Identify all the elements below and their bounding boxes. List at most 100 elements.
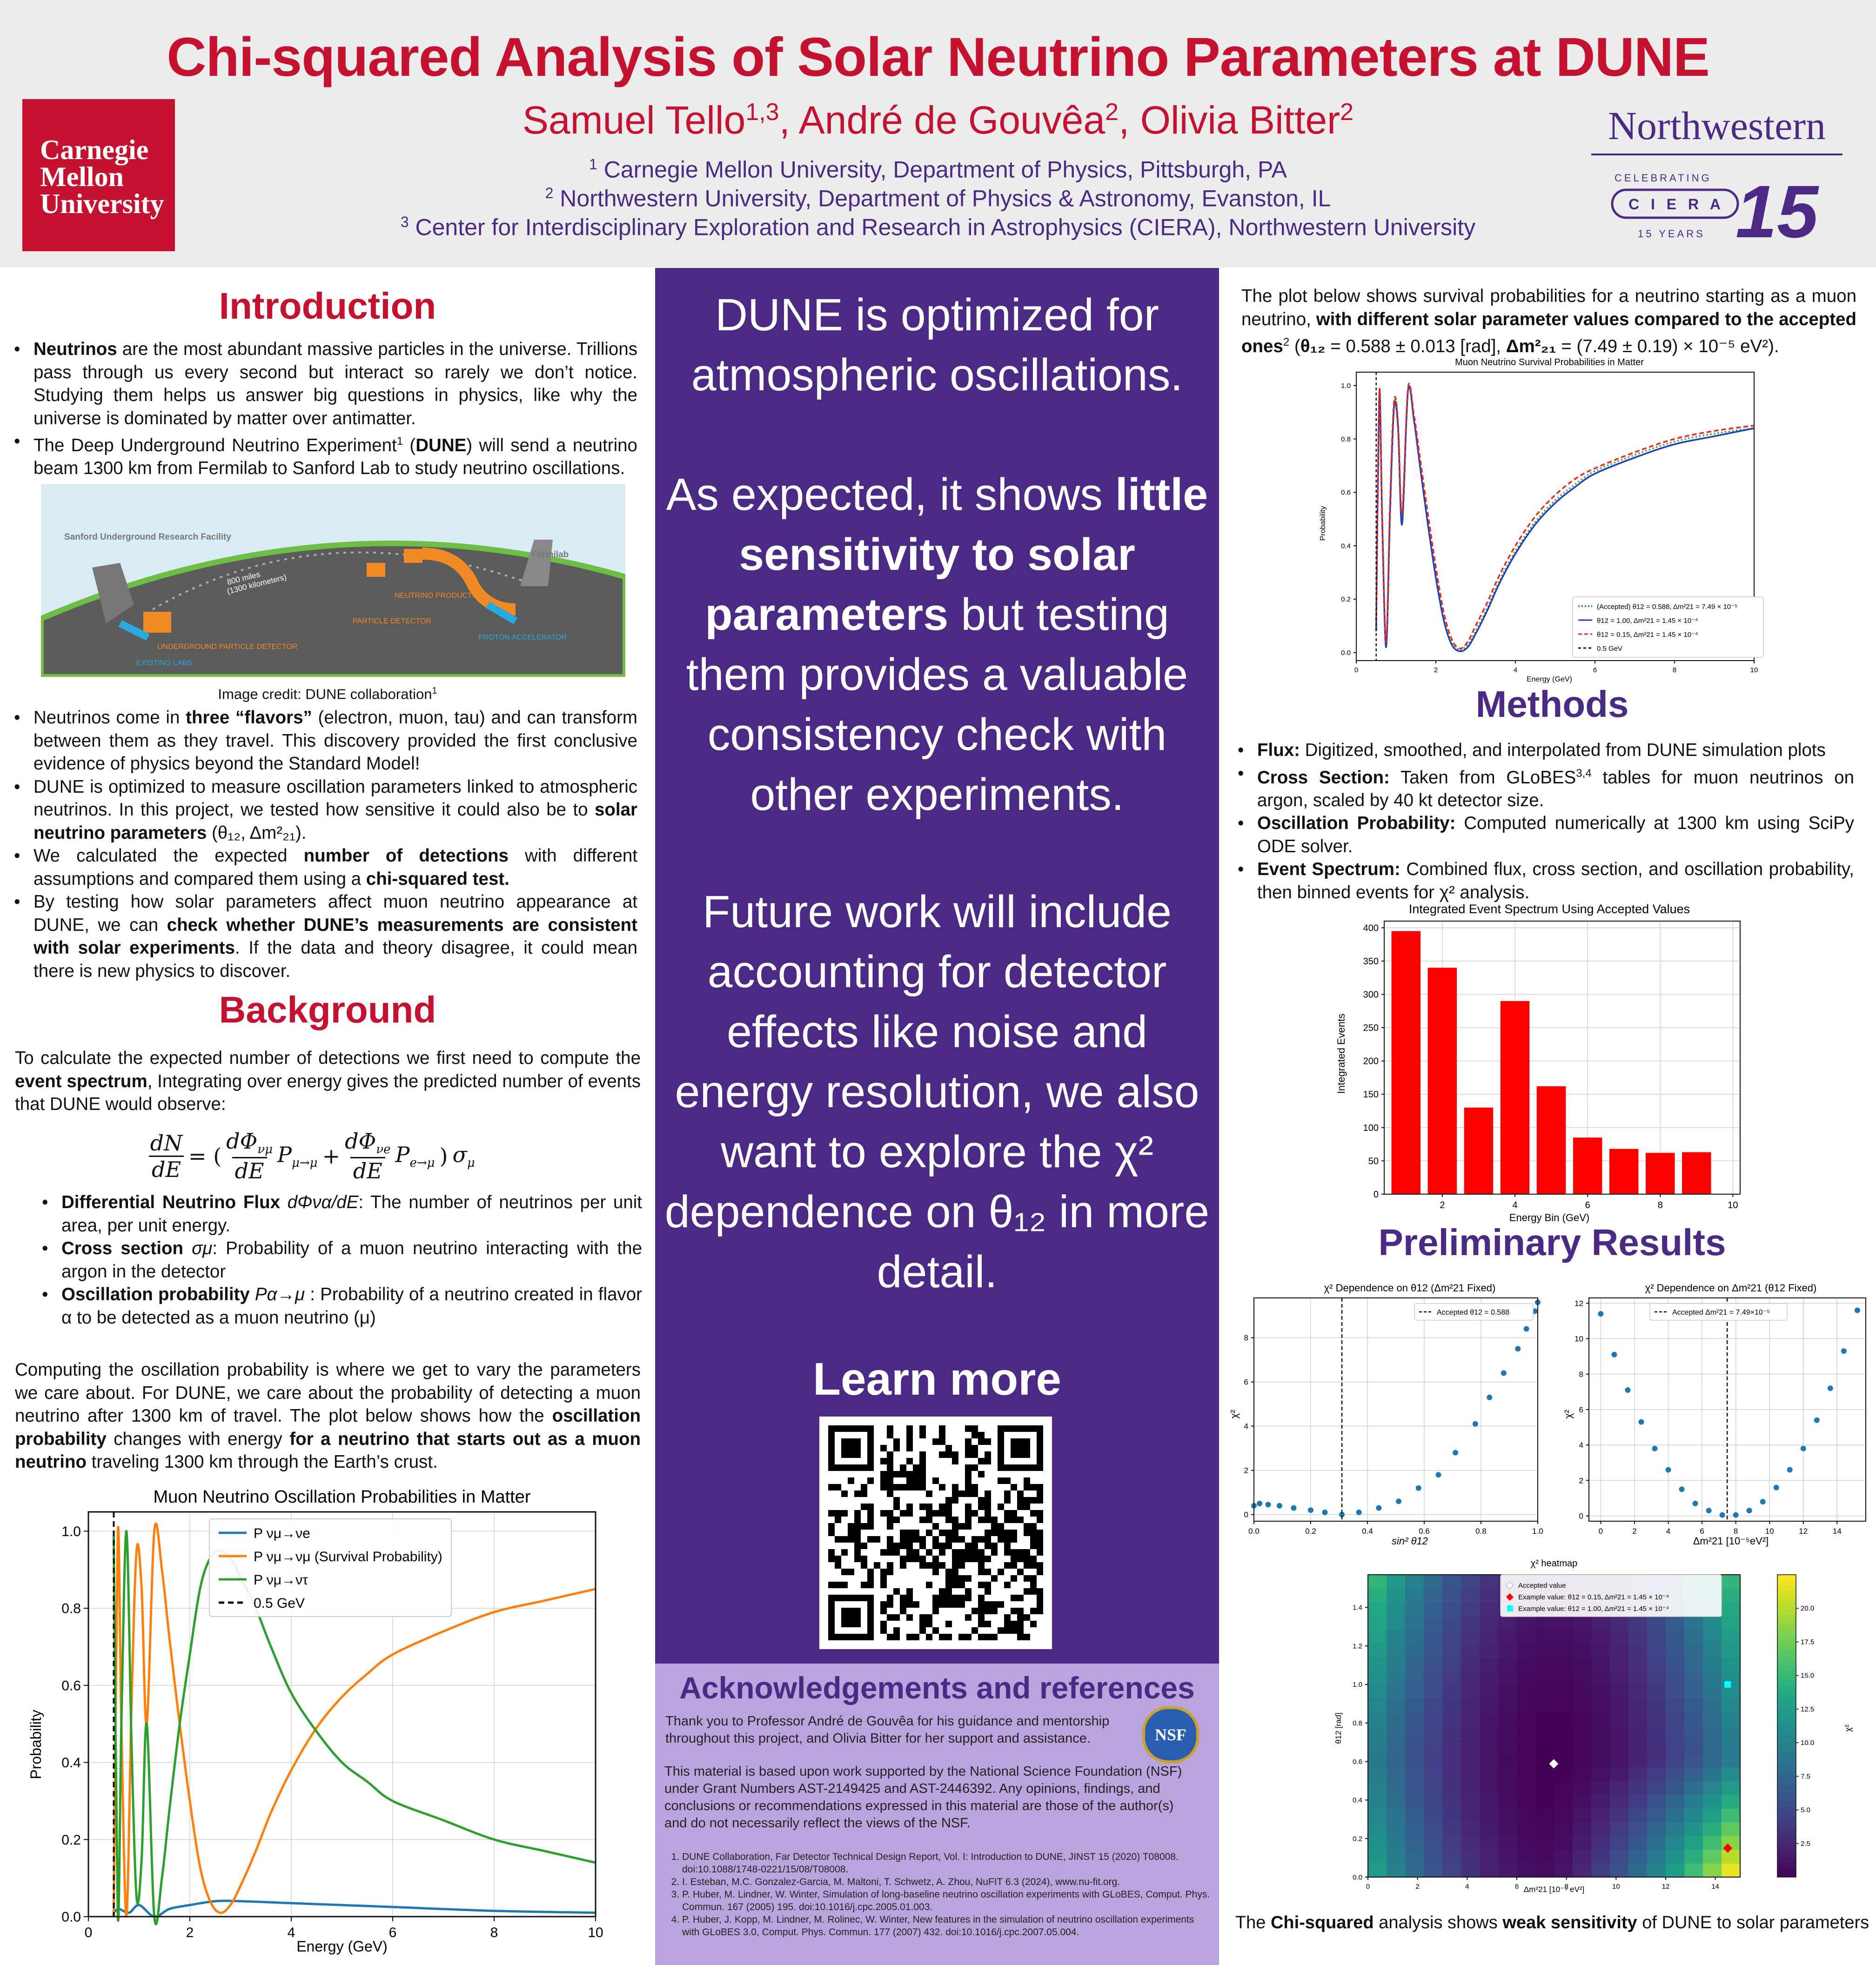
heatmap-cell <box>1666 1753 1685 1768</box>
svg-text:UNDERGROUND PARTICLE DETECTOR: UNDERGROUND PARTICLE DETECTOR <box>157 643 297 651</box>
heatmap-cell <box>1628 1753 1648 1768</box>
heatmap-cell <box>1703 1657 1722 1671</box>
heatmap-cell <box>1405 1781 1424 1795</box>
heatmap-cell <box>1368 1712 1387 1726</box>
bar <box>1464 1107 1494 1194</box>
bar <box>1500 1001 1530 1194</box>
x-tick-label: 4 <box>1512 1200 1517 1210</box>
heatmap-cell <box>1405 1822 1424 1836</box>
heatmap-cell <box>1461 1726 1480 1740</box>
heatmap-cell <box>1498 1671 1517 1685</box>
nsf-logo: NSF <box>1142 1706 1199 1763</box>
heatmap-cell <box>1517 1808 1536 1823</box>
heatmap-cell <box>1368 1781 1387 1795</box>
colorbar-segment <box>1777 1837 1796 1842</box>
heatmap-cell <box>1554 1808 1573 1823</box>
colorbar-segment <box>1777 1675 1796 1681</box>
heatmap-cell <box>1424 1671 1443 1685</box>
data-point <box>1625 1387 1631 1393</box>
methods-list: Flux: Digitized, smoothed, and interpola… <box>1238 739 1854 904</box>
heatmap-cell <box>1387 1794 1406 1809</box>
heatmap-cell <box>1442 1822 1461 1836</box>
heatmap-cell <box>1387 1808 1406 1823</box>
colorbar-segment <box>1777 1625 1796 1631</box>
x-tick-label: 0.6 <box>1419 1527 1430 1536</box>
heatmap-cell <box>1684 1712 1703 1726</box>
x-tick-label: 2 <box>1434 666 1438 674</box>
svg-text:Sanford Underground Research F: Sanford Underground Research Facility <box>64 532 231 542</box>
legend-label: (Accepted) θ12 = 0.588, Δm²21 = 7.49 × 1… <box>1597 603 1737 611</box>
author-list: Samuel Tello1,3, André de Gouvêa2, Olivi… <box>522 98 1354 142</box>
heatmap-cell <box>1405 1630 1424 1644</box>
data-point <box>1841 1348 1847 1354</box>
heatmap-cell <box>1461 1684 1480 1699</box>
heatmap-cell <box>1591 1863 1610 1878</box>
x-tick-label: 4 <box>1465 1883 1469 1891</box>
heatmap-cell <box>1684 1794 1703 1809</box>
y-tick-label: 0.2 <box>1341 595 1351 603</box>
heatmap-cell <box>1461 1836 1480 1850</box>
bar <box>1391 931 1421 1194</box>
y-tick-label: 250 <box>1363 1023 1379 1033</box>
x-tick-label: 4 <box>1666 1527 1670 1536</box>
colorbar-segment <box>1777 1872 1796 1878</box>
colorbar-segment <box>1777 1605 1796 1611</box>
results-conclusion: The Chi-squared analysis shows weak sens… <box>1235 1913 1869 1932</box>
x-axis-label: sin² θ12 <box>1392 1535 1428 1547</box>
heatmap-cell <box>1387 1739 1406 1754</box>
x-axis-label: Energy (GeV) <box>1527 675 1572 683</box>
data-point <box>1532 1308 1538 1314</box>
heatmap-cell <box>1684 1739 1703 1754</box>
heatmap-cell <box>1610 1849 1629 1864</box>
series-line-1 <box>113 1522 596 1918</box>
heatmap-cell <box>1703 1739 1722 1754</box>
dune-experiment-diagram: Sanford Underground Research Facility Fe… <box>41 484 625 677</box>
y-axis-label: Integrated Events <box>1335 1014 1347 1094</box>
heatmap-cell <box>1628 1712 1648 1726</box>
heatmap-cell <box>1535 1616 1554 1630</box>
qr-code[interactable] <box>819 1417 1052 1649</box>
event-spectrum-equation: dN dE = ( dΦνμ dE Pμ→μ + dΦνe dE Pe→μ ) σμ <box>149 1123 544 1189</box>
legend-label: Example value: θ12 = 0.15, Δm²21 = 1.45 … <box>1518 1593 1669 1601</box>
data-point <box>1257 1500 1263 1506</box>
heatmap-cell <box>1647 1753 1666 1768</box>
x-tick-label: 12 <box>1799 1527 1808 1536</box>
heatmap-cell <box>1666 1849 1685 1864</box>
heatmap-cell <box>1535 1712 1554 1726</box>
heatmap-cell <box>1461 1781 1480 1795</box>
heatmap-cell <box>1480 1753 1499 1768</box>
heatmap-cell <box>1647 1726 1666 1740</box>
heatmap-cell <box>1535 1794 1554 1809</box>
method-event-spectrum: Event Spectrum: Combined flux, cross sec… <box>1238 858 1854 904</box>
heatmap-cell <box>1517 1836 1536 1850</box>
x-axis-label: Δm²21 [10⁻⁵eV²] <box>1693 1535 1769 1547</box>
heatmap-cell <box>1591 1630 1610 1644</box>
affiliation-3: 3 Center for Interdisciplinary Explorati… <box>400 214 1476 241</box>
heatmap-cell <box>1610 1657 1629 1671</box>
heatmap-cell <box>1591 1739 1610 1754</box>
y-tick-label: 50 <box>1368 1156 1379 1166</box>
heatmap-cell <box>1461 1588 1480 1603</box>
colorbar-tick-label: 12.5 <box>1801 1705 1814 1713</box>
colorbar-segment <box>1777 1781 1796 1787</box>
cmu-logo: Carnegie Mellon University <box>22 99 175 251</box>
heatmap-cell <box>1684 1849 1703 1864</box>
heatmap-cell <box>1554 1698 1573 1712</box>
heatmap-cell <box>1666 1822 1685 1836</box>
heatmap-cell <box>1535 1863 1554 1878</box>
heatmap-cell <box>1442 1712 1461 1726</box>
heatmap-cell <box>1722 1753 1741 1768</box>
heatmap-cell <box>1517 1753 1536 1768</box>
intro-bullet-2: The Deep Underground Neutrino Experiment… <box>14 430 637 480</box>
colorbar-segment <box>1777 1590 1796 1595</box>
x-tick-label: 0 <box>1354 666 1358 674</box>
heatmap-cell <box>1442 1657 1461 1671</box>
y-tick-label: 6 <box>1244 1378 1248 1387</box>
heatmap-cell <box>1480 1671 1499 1685</box>
colorbar-segment <box>1777 1741 1796 1746</box>
heatmap-cell <box>1554 1616 1573 1630</box>
heatmap-cell <box>1387 1698 1406 1712</box>
colorbar-segment <box>1777 1640 1796 1646</box>
heatmap-cell <box>1405 1643 1424 1658</box>
heatmap-cell <box>1610 1836 1629 1850</box>
